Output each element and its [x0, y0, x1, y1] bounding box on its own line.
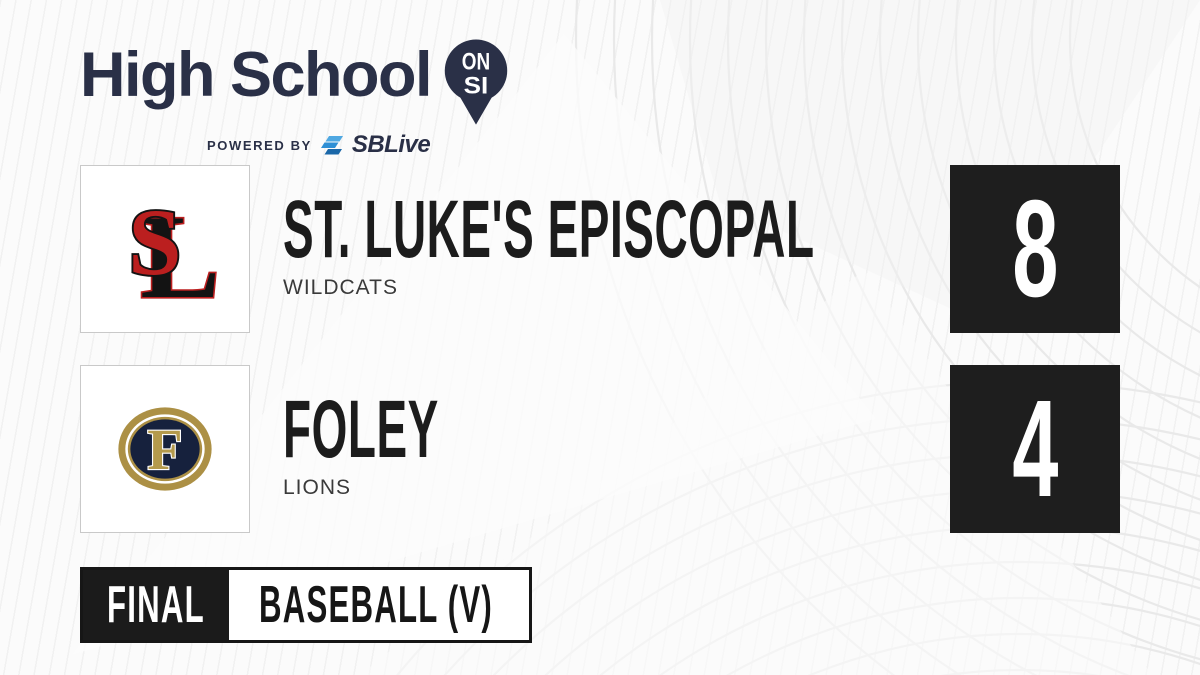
st-lukes-logo-box: L S — [80, 165, 250, 333]
status-label: FINAL — [107, 576, 205, 634]
foley-crest-icon: F — [118, 407, 212, 491]
on-si-location-pin-icon: ON SI — [444, 39, 508, 125]
sblive-s-icon — [320, 136, 343, 155]
brand-header: High School ON SI POWERED BY SBLive — [80, 39, 511, 159]
team-name: ST. LUKE'S EPISCOPAL — [283, 183, 815, 275]
sblive-wordmark: SBLive — [351, 131, 431, 158]
team-score: 4 — [1011, 372, 1059, 526]
score-tile: 8 — [950, 165, 1120, 333]
sport-cell: BASEBALL (V) — [229, 570, 529, 640]
brand-title: High School — [80, 40, 432, 110]
powered-by-label: POWERED BY — [207, 137, 312, 153]
team-text-block: ST. LUKE'S EPISCOPAL WILDCATS — [283, 165, 950, 333]
team-mascot: LIONS — [283, 475, 352, 499]
powered-by-row: POWERED BY SBLive — [207, 131, 511, 159]
status-cell: FINAL — [83, 570, 229, 640]
pin-text-on: ON — [462, 50, 490, 76]
team-score: 8 — [1011, 172, 1059, 326]
sport-label: BASEBALL (V) — [259, 576, 493, 634]
monogram-letter-s: S — [128, 189, 181, 295]
score-tile: 4 — [950, 365, 1120, 533]
pin-text-si: SI — [464, 73, 489, 99]
team-row-home: F FOLEY LIONS 4 — [80, 365, 1120, 533]
team-name: FOLEY — [283, 383, 439, 475]
team-mascot: WILDCATS — [283, 275, 398, 299]
sl-monogram-icon: L S — [126, 187, 221, 312]
crest-letter-f: F — [147, 417, 182, 482]
foley-logo-box: F — [80, 365, 250, 533]
monogram-letter-l: L — [140, 190, 220, 312]
game-status-badge: FINAL BASEBALL (V) — [80, 567, 532, 643]
team-text-block: FOLEY LIONS — [283, 365, 950, 533]
team-row-away: L S ST. LUKE'S EPISCOPAL WILDCATS 8 — [80, 165, 1120, 333]
